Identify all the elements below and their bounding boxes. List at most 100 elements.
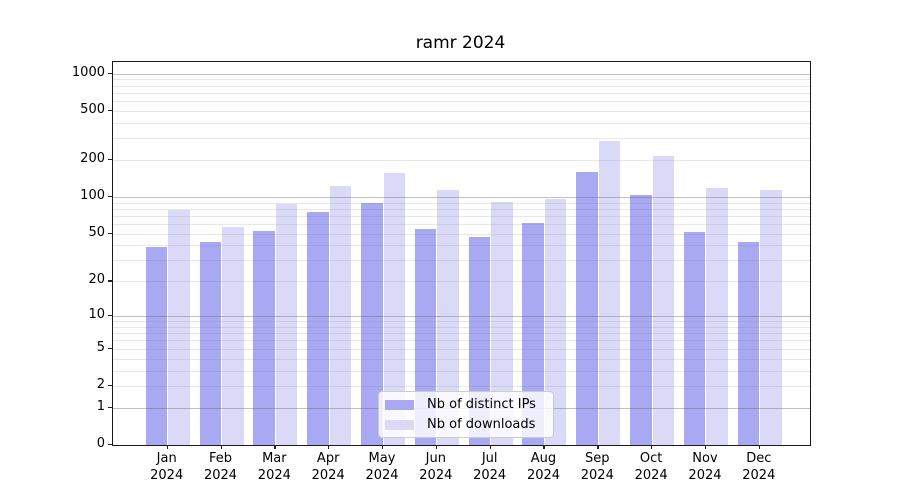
bar-downloads bbox=[652, 155, 675, 445]
bar-downloads bbox=[544, 198, 567, 445]
x-tick-mark bbox=[382, 445, 384, 449]
gridline-minor bbox=[113, 358, 810, 360]
gridline-minor bbox=[113, 260, 810, 262]
y-tick-mark bbox=[108, 232, 112, 234]
x-tick-label: Apr 2024 bbox=[311, 451, 345, 483]
legend-item-downloads: Nb of downloads bbox=[385, 416, 553, 432]
bar-downloads bbox=[222, 226, 244, 445]
x-tick-label: Jul 2024 bbox=[473, 451, 507, 483]
gridline-minor bbox=[113, 208, 810, 210]
bar-distinct-ips bbox=[630, 195, 652, 445]
gridline-major bbox=[113, 73, 810, 75]
x-tick-mark bbox=[489, 445, 491, 449]
x-tick-label: Jun 2024 bbox=[419, 451, 453, 483]
gridline-minor bbox=[113, 385, 810, 387]
x-tick-mark bbox=[651, 445, 653, 449]
y-tick-mark bbox=[108, 195, 112, 198]
x-tick-label: Aug 2024 bbox=[526, 451, 561, 483]
y-tick-label: 0 bbox=[96, 436, 105, 451]
bar-downloads bbox=[706, 188, 728, 445]
y-tick-mark bbox=[108, 384, 112, 387]
x-tick-mark bbox=[435, 445, 438, 449]
bar-distinct-ips bbox=[307, 212, 329, 445]
x-tick-label: Oct 2024 bbox=[634, 451, 668, 483]
x-tick-mark bbox=[328, 445, 330, 449]
gridline-minor bbox=[113, 92, 810, 94]
bar-distinct-ips bbox=[576, 171, 598, 445]
legend-label-distinct-ips: Nb of distinct IPs bbox=[427, 396, 536, 412]
y-tick-label: 50 bbox=[88, 224, 105, 240]
bar-distinct-ips bbox=[683, 231, 706, 445]
bar-distinct-ips bbox=[253, 230, 275, 445]
x-tick-mark bbox=[220, 445, 222, 449]
bar-downloads bbox=[168, 210, 190, 445]
plot-area bbox=[112, 61, 811, 446]
bar-downloads bbox=[275, 204, 298, 445]
legend-swatch-downloads-icon bbox=[385, 419, 414, 430]
x-tick-mark bbox=[543, 445, 545, 449]
gridline-minor bbox=[113, 348, 810, 350]
legend-label-downloads: Nb of downloads bbox=[427, 416, 536, 432]
gridline-minor bbox=[113, 215, 810, 217]
y-tick-label: 100 bbox=[80, 187, 105, 203]
gridline-minor bbox=[113, 79, 810, 81]
gridline-minor bbox=[113, 122, 810, 124]
y-tick-label: 5 bbox=[96, 339, 105, 355]
x-tick-mark bbox=[597, 445, 599, 449]
y-tick-mark bbox=[108, 315, 112, 317]
x-tick-label: Sep 2024 bbox=[580, 451, 614, 483]
y-tick-mark bbox=[108, 406, 112, 408]
gridline-major bbox=[113, 196, 810, 198]
y-tick-mark bbox=[108, 444, 112, 446]
y-tick-mark bbox=[108, 347, 112, 349]
bar-distinct-ips bbox=[199, 241, 222, 445]
bar-distinct-ips bbox=[145, 246, 168, 445]
y-tick-label: 20 bbox=[88, 272, 105, 288]
bar-distinct-ips bbox=[414, 228, 437, 445]
gridline-minor bbox=[113, 326, 810, 328]
gridline-minor bbox=[113, 101, 810, 103]
bar-downloads bbox=[760, 190, 782, 445]
x-tick-mark bbox=[274, 445, 276, 449]
gridline-minor bbox=[113, 340, 810, 342]
gridline-minor bbox=[113, 281, 810, 283]
bar-downloads bbox=[383, 172, 405, 445]
legend-swatch-distinct-ips-icon bbox=[385, 399, 414, 410]
x-tick-mark bbox=[166, 445, 168, 449]
legend-item-distinct-ips: Nb of distinct IPs bbox=[385, 396, 553, 412]
y-tick-label: 1000 bbox=[71, 64, 105, 80]
gridline-minor bbox=[113, 110, 810, 112]
gridline-minor bbox=[113, 233, 810, 235]
y-tick-mark bbox=[108, 280, 112, 282]
x-tick-label: Dec 2024 bbox=[742, 451, 776, 483]
y-tick-label: 200 bbox=[80, 150, 105, 166]
gridline-minor bbox=[113, 202, 810, 204]
y-tick-label: 1 bbox=[96, 398, 105, 414]
y-tick-mark bbox=[108, 109, 112, 112]
bar-downloads bbox=[437, 190, 459, 445]
gridline-minor bbox=[113, 370, 810, 372]
x-tick-label: Nov 2024 bbox=[688, 451, 722, 483]
gridline-minor bbox=[113, 321, 810, 323]
bar-distinct-ips bbox=[361, 203, 383, 445]
bar-distinct-ips bbox=[737, 241, 760, 445]
bar-downloads bbox=[598, 141, 621, 445]
x-tick-mark bbox=[758, 445, 760, 449]
x-tick-label: Mar 2024 bbox=[257, 451, 291, 483]
y-tick-mark bbox=[108, 158, 112, 161]
bar-downloads bbox=[491, 201, 513, 445]
x-tick-mark bbox=[704, 445, 707, 449]
chart-title: ramr 2024 bbox=[415, 33, 506, 53]
y-tick-label: 500 bbox=[80, 101, 105, 117]
bar-distinct-ips bbox=[522, 223, 544, 445]
x-tick-label: Feb 2024 bbox=[203, 451, 238, 483]
gridline-minor bbox=[113, 333, 810, 335]
gridline-minor bbox=[113, 85, 810, 87]
y-tick-label: 10 bbox=[88, 307, 105, 323]
y-tick-mark bbox=[108, 72, 112, 74]
x-tick-label: Jan 2024 bbox=[150, 451, 184, 483]
y-tick-label: 2 bbox=[96, 376, 105, 392]
gridline-major bbox=[113, 316, 810, 318]
gridline-minor bbox=[113, 245, 810, 247]
